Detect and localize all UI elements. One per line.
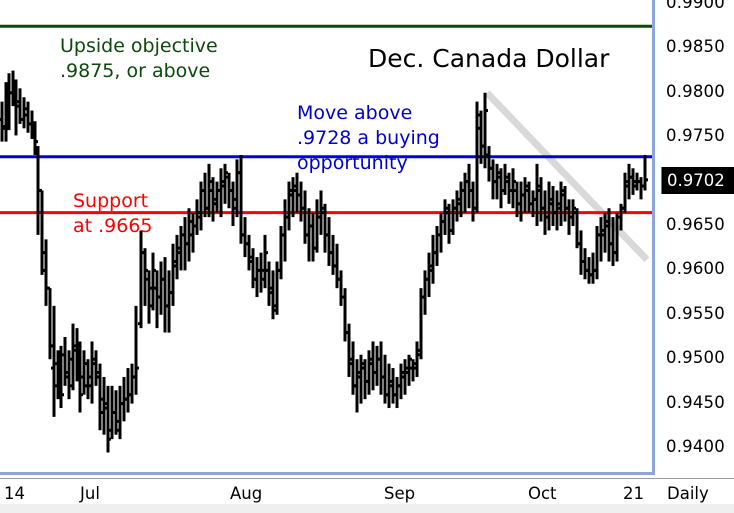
ohlc-bars <box>0 70 648 453</box>
y-tick-label: 0.9800 <box>666 82 725 101</box>
y-tick-label: 0.9600 <box>666 259 725 278</box>
x-tick-label: 21 <box>623 484 644 503</box>
x-tick-label: Aug <box>230 484 263 503</box>
y-tick-label: 0.9750 <box>666 126 725 145</box>
y-tick-label: 0.9550 <box>666 304 725 323</box>
annotation-line: Move above <box>297 102 413 124</box>
plot-frame <box>0 0 655 475</box>
chart-title: Dec. Canada Dollar <box>368 44 610 73</box>
x-tick-label: Jul <box>80 484 100 503</box>
trendline <box>484 90 650 263</box>
buy-annotation: Move above .9728 a buying opportunity <box>297 101 440 176</box>
annotation-line: Support <box>73 190 149 212</box>
annotation-line: at .9665 <box>73 215 153 237</box>
support-annotation: Support at .9665 <box>73 189 153 239</box>
y-tick-label: 0.9450 <box>666 393 725 412</box>
last-price-marker: 0.9702 <box>661 167 734 194</box>
x-axis <box>0 478 734 505</box>
x-tick-label: 14 <box>4 484 25 503</box>
annotation-line: Upside objective <box>60 35 218 57</box>
status-strip <box>0 504 734 513</box>
upside-objective-annotation: Upside objective .9875, or above <box>60 34 218 84</box>
x-tick-label: Oct <box>528 484 557 503</box>
x-tick-label: Sep <box>384 484 416 503</box>
y-tick-label: 0.9900 <box>666 0 725 12</box>
period-label: Daily <box>667 484 709 503</box>
y-tick-label: 0.9850 <box>666 37 725 56</box>
annotation-line: .9728 a buying <box>297 127 440 149</box>
annotation-line: .9875, or above <box>60 60 211 82</box>
y-tick-label: 0.9500 <box>666 348 725 367</box>
y-tick-label: 0.9400 <box>666 437 725 456</box>
y-tick-label: 0.9650 <box>666 215 725 234</box>
annotation-line: opportunity <box>297 152 408 174</box>
